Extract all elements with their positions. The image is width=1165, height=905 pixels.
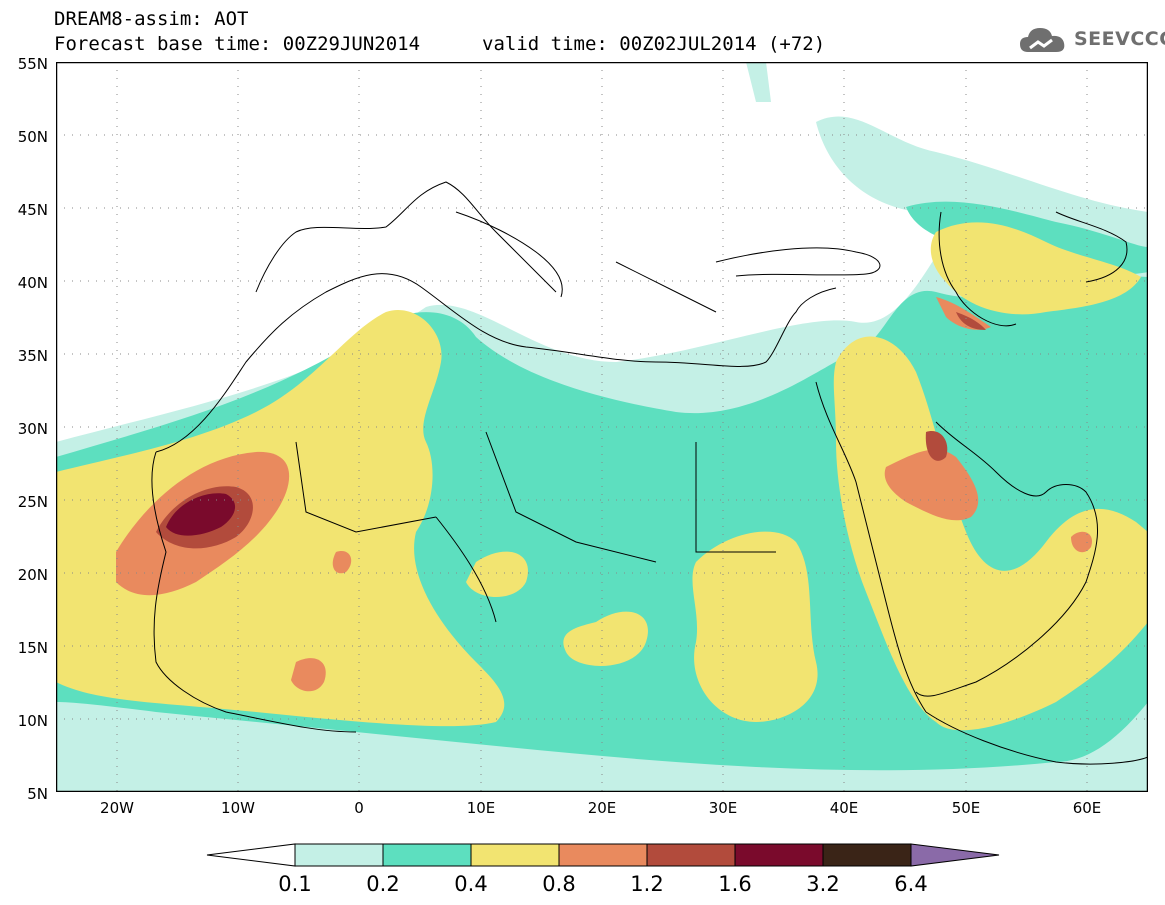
cloud-icon: [1020, 28, 1065, 52]
lon-label: 0: [354, 799, 364, 817]
map-canvas: [56, 62, 1148, 792]
colorbar-bin-above: [910, 843, 1000, 867]
colorbar-label: 0.4: [454, 872, 488, 896]
colorbar-label: 0.8: [542, 872, 576, 896]
colorbar-bin: [558, 843, 648, 867]
lon-label: 30E: [708, 799, 738, 817]
colorbar-label: 1.2: [630, 872, 664, 896]
lat-label: 55N: [17, 55, 48, 73]
valid-time: valid time: 00Z02JUL2014 (+72): [482, 33, 826, 55]
lat-label: 10N: [17, 712, 48, 730]
colorbar-bin: [822, 843, 912, 867]
lon-label: 20E: [587, 799, 617, 817]
colorbar-bin: [382, 843, 472, 867]
colorbar-bin: [294, 843, 384, 867]
aot-map: [56, 62, 1148, 792]
graticule: [56, 62, 1148, 792]
lat-label: 50N: [17, 128, 48, 146]
lon-label: 10E: [466, 799, 496, 817]
lat-label: 5N: [27, 785, 48, 803]
colorbar-label: 1.6: [718, 872, 752, 896]
forecast-base-time: Forecast base time: 00Z29JUN2014: [54, 33, 421, 55]
lat-label: 35N: [17, 347, 48, 365]
colorbar: [206, 843, 1000, 867]
colorbar-bin: [646, 843, 736, 867]
lon-label: 10W: [221, 799, 255, 817]
colorbar-bin: [470, 843, 560, 867]
colorbar-bin-below: [206, 843, 296, 867]
lat-label: 15N: [17, 639, 48, 657]
lat-label: 45N: [17, 201, 48, 219]
colorbar-label: 0.1: [278, 872, 312, 896]
lon-label: 60E: [1072, 799, 1102, 817]
colorbar-label: 3.2: [806, 872, 840, 896]
colorbar-label: 0.2: [366, 872, 400, 896]
map-frame: [56, 62, 1148, 792]
lon-label: 40E: [829, 799, 859, 817]
lat-label: 30N: [17, 420, 48, 438]
lat-label: 25N: [17, 493, 48, 511]
colorbar-label: 6.4: [894, 872, 928, 896]
lat-label: 20N: [17, 566, 48, 584]
lon-label: 50E: [951, 799, 981, 817]
aot-field: [56, 62, 1148, 792]
logo-text: SEEVCCC: [1074, 28, 1165, 50]
coastlines: [151, 181, 1148, 765]
map-title: DREAM8-assim: AOT: [54, 8, 249, 30]
colorbar-bin: [734, 843, 824, 867]
lon-label: 20W: [100, 799, 134, 817]
lat-label: 40N: [17, 274, 48, 292]
seevccc-logo: SEEVCCC: [1018, 22, 1165, 56]
